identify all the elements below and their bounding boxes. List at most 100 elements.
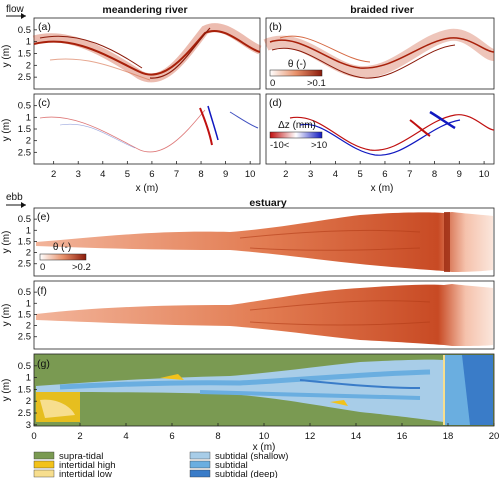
y-tick-label: 0.5 — [18, 361, 31, 372]
y-tick-label: 0.5 — [18, 287, 31, 298]
ebb-arrow — [6, 202, 26, 208]
y-tick-label: 2 — [26, 60, 31, 71]
bottom-x-ticks: 0 2 4 6 8 10 12 14 16 18 20 — [31, 423, 499, 442]
theta-colorbar-top: θ (-) 0 >0.1 — [269, 59, 326, 89]
x-tick-label: 18 — [443, 431, 454, 442]
y-tick-label: 1.5 — [18, 124, 31, 135]
top-x-ticks: 2 3 4 5 6 7 8 9 10 2 3 4 5 6 7 8 9 10 — [51, 161, 489, 180]
flow-arrow — [6, 13, 26, 19]
dz-min: -10< — [270, 140, 290, 151]
x-tick-label: 8 — [198, 169, 203, 180]
dz-label: Δz (mm) — [278, 120, 316, 131]
x-tick-label: 8 — [432, 169, 437, 180]
x-tick-label: 6 — [149, 169, 154, 180]
theta-max-top: >0.1 — [307, 78, 326, 89]
theta-min-bottom: 0 — [40, 262, 45, 273]
x-tick-label: 7 — [174, 169, 179, 180]
ylabel-a: y (m) — [1, 45, 12, 68]
xlabel-right: x (m) — [371, 183, 394, 194]
x-tick-label: 9 — [457, 169, 462, 180]
x-tick-label: 5 — [125, 169, 130, 180]
x-tick-label: 10 — [479, 169, 490, 180]
theta-colorbar-bottom: θ (-) 0 >0.2 — [39, 242, 91, 273]
theta-max-bottom: >0.2 — [72, 262, 91, 273]
panel-c: (c) — [33, 93, 261, 165]
y-tick-label: 2 — [26, 248, 31, 259]
legend-swatch — [33, 451, 55, 460]
dz-colorbar: Δz (mm) -10< >10 — [269, 120, 327, 151]
y-tick-label: 2.5 — [18, 332, 31, 343]
x-tick-label: 4 — [123, 431, 128, 442]
x-tick-label: 10 — [259, 431, 270, 442]
meandering-title: meandering river — [102, 4, 187, 16]
ylabel-e: y (m) — [1, 231, 12, 254]
braided-title: braided river — [350, 4, 414, 16]
legend-swatch — [189, 460, 211, 469]
x-tick-label: 20 — [489, 431, 500, 442]
y-tick-label: 3 — [26, 420, 31, 431]
x-tick-label: 2 — [51, 169, 56, 180]
x-tick-label: 12 — [305, 431, 316, 442]
legend-label: intertidal high — [59, 460, 116, 471]
y-tick-label: 2.5 — [18, 147, 31, 158]
theta-label-bottom: θ (-) — [53, 242, 71, 253]
theta-label-top: θ (-) — [288, 59, 306, 70]
legend-label: subtidal (deep) — [215, 469, 278, 478]
y-tick-label: 2 — [26, 321, 31, 332]
legend-swatch — [33, 460, 55, 469]
y-tick-label: 1 — [26, 112, 31, 123]
ebb-label: ebb — [6, 192, 23, 203]
y-tick-label: 2 — [26, 136, 31, 147]
y-tick-label: 2.5 — [18, 72, 31, 83]
x-tick-label: 7 — [407, 169, 412, 180]
panel-f-label: (f) — [37, 285, 47, 297]
y-tick-label: 1 — [26, 225, 31, 236]
x-tick-label: 8 — [215, 431, 220, 442]
panel-a: (a) — [32, 17, 262, 90]
panel-g: (g) — [33, 353, 495, 427]
panel-d-label: (d) — [269, 97, 282, 109]
panel-a-label: (a) — [38, 21, 51, 33]
y-tick-label: 2 — [26, 396, 31, 407]
legend-swatch — [189, 469, 211, 478]
y-tick-label: 1 — [26, 298, 31, 309]
y-tick-label: 1 — [26, 37, 31, 48]
panel-e-label: (e) — [37, 211, 50, 223]
x-tick-label: 2 — [283, 169, 288, 180]
x-tick-label: 16 — [397, 431, 408, 442]
y-tick-label: 0.5 — [18, 25, 31, 36]
xlabel-bottom: x (m) — [253, 442, 276, 453]
x-tick-label: 10 — [245, 169, 256, 180]
legend-label: supra-tidal — [59, 451, 103, 462]
ylabel-c: y (m) — [1, 119, 12, 142]
x-tick-label: 6 — [382, 169, 387, 180]
legend-label: subtidal (shallow) — [215, 451, 288, 462]
x-tick-label: 2 — [77, 431, 82, 442]
x-tick-label: 3 — [308, 169, 313, 180]
x-tick-label: 3 — [76, 169, 81, 180]
legend-label: intertidal low — [59, 469, 112, 478]
x-tick-label: 9 — [223, 169, 228, 180]
ylabel-f: y (m) — [1, 304, 12, 327]
legend-swatch — [189, 451, 211, 460]
y-tick-label: 0.5 — [18, 101, 31, 112]
x-tick-label: 0 — [31, 431, 36, 442]
y-tick-label: 1.5 — [18, 49, 31, 60]
y-tick-label: 1.5 — [18, 384, 31, 395]
panel-d: (d) Δz (mm) -10< >10 — [265, 93, 495, 165]
x-tick-label: 5 — [358, 169, 363, 180]
legend-swatch — [33, 469, 55, 478]
bottom-y-ticks: 0.511.522.50.511.522.50.511.522.53 — [18, 214, 37, 431]
flow-label: flow — [6, 4, 25, 15]
y-tick-label: 2.5 — [18, 259, 31, 270]
panel-e: (e) θ (-) 0 >0.2 — [33, 207, 495, 277]
x-tick-label: 4 — [333, 169, 338, 180]
y-tick-label: 1.5 — [18, 236, 31, 247]
y-tick-label: 1.5 — [18, 309, 31, 320]
panel-b-label: (b) — [269, 21, 282, 33]
panel-g-label: (g) — [37, 358, 50, 370]
x-tick-label: 4 — [100, 169, 105, 180]
legend-label: subtidal — [215, 460, 248, 471]
